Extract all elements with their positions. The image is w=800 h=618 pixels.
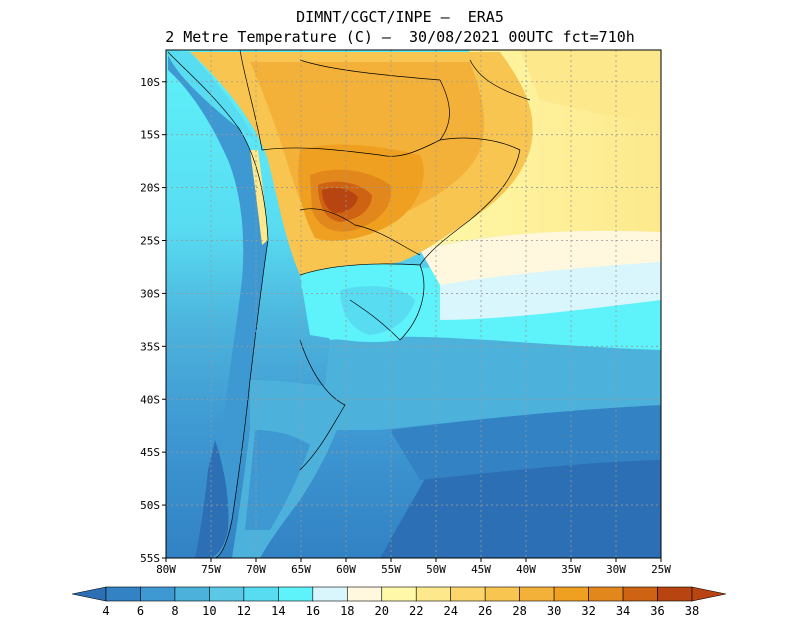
map-frame <box>165 49 662 559</box>
colorbar-level-label: 8 <box>171 604 178 618</box>
longitude-tick-label: 60W <box>336 563 356 576</box>
colorbar-swatch <box>105 586 141 602</box>
colorbar-swatch <box>243 586 279 602</box>
map-title-line-1: DIMNT/CGCT/INPE – ERA5 <box>296 8 504 26</box>
colorbar-level-label: 4 <box>102 604 109 618</box>
temperature-field <box>166 50 661 558</box>
colorbar-swatch <box>140 586 176 602</box>
colorbar-swatch <box>415 586 452 602</box>
map-title-line-2: 2 Metre Temperature (C) – 30/08/2021 00U… <box>165 28 635 46</box>
longitude-tick-label: 25W <box>651 563 671 576</box>
colorbar-level-label: 10 <box>202 604 216 618</box>
colorbar-level-label: 32 <box>581 604 595 618</box>
colorbar-level-label: 28 <box>512 604 526 618</box>
longitude-tick-label: 35W <box>561 563 581 576</box>
colorbar-swatch <box>174 586 210 602</box>
colorbar-swatch <box>484 586 520 602</box>
colorbar-level-label: 36 <box>650 604 664 618</box>
colorbar-level-label: 30 <box>547 604 561 618</box>
colorbar-left-arrow <box>71 586 107 602</box>
colorbar-swatch <box>450 586 486 602</box>
longitude-tick-label: 40W <box>516 563 536 576</box>
colorbar: 4 6 8 10 12 14 16 18 20 22 24 26 28 30 32 34 36 38 <box>71 586 727 618</box>
latitude-tick-label: 10S <box>140 76 160 89</box>
colorbar-level-label: 6 <box>137 604 144 618</box>
latitude-axis: 10S 15S 20S 25S 30S 35S 40S 45S 50S 55S <box>140 76 166 565</box>
latitude-tick-label: 45S <box>140 446 160 459</box>
colorbar-swatch <box>209 586 245 602</box>
longitude-tick-label: 30W <box>606 563 626 576</box>
latitude-tick-label: 25S <box>140 235 160 248</box>
colorbar-swatch <box>346 586 383 602</box>
longitude-tick-label: 75W <box>201 563 221 576</box>
colorbar-swatch <box>588 586 624 602</box>
longitude-tick-label: 65W <box>291 563 311 576</box>
colorbar-level-label: 16 <box>306 604 320 618</box>
latitude-tick-label: 20S <box>140 182 160 195</box>
colorbar-level-label: 26 <box>478 604 492 618</box>
colorbar-swatch <box>312 586 348 602</box>
colorbar-level-label: 20 <box>375 604 389 618</box>
colorbar-level-label: 14 <box>271 604 285 618</box>
colorbar-swatch <box>381 586 417 602</box>
colorbar-level-label: 38 <box>685 604 699 618</box>
colorbar-swatch <box>278 586 314 602</box>
colorbar-level-label: 22 <box>409 604 423 618</box>
longitude-tick-label: 80W <box>156 563 176 576</box>
latitude-tick-label: 55S <box>140 552 160 565</box>
colorbar-level-label: 18 <box>340 604 354 618</box>
colorbar-level-label: 34 <box>616 604 630 618</box>
latitude-tick-label: 15S <box>140 129 160 142</box>
longitude-tick-label: 50W <box>426 563 446 576</box>
longitude-tick-label: 55W <box>381 563 401 576</box>
longitude-tick-label: 45W <box>471 563 491 576</box>
longitude-tick-label: 70W <box>246 563 266 576</box>
latitude-tick-label: 35S <box>140 340 160 353</box>
latitude-tick-label: 30S <box>140 287 160 300</box>
colorbar-swatch <box>519 586 555 602</box>
colorbar-swatch <box>657 586 693 602</box>
colorbar-level-label: 12 <box>237 604 251 618</box>
latitude-tick-label: 40S <box>140 393 160 406</box>
colorbar-swatch <box>622 586 658 602</box>
colorbar-swatch <box>553 586 589 602</box>
latitude-tick-label: 50S <box>140 499 160 512</box>
colorbar-level-label: 24 <box>443 604 457 618</box>
longitude-axis: 80W 75W 70W 65W 60W 55W 50W 45W 40W 35W 30W 25W <box>156 558 671 576</box>
colorbar-right-arrow <box>691 586 727 602</box>
country-borders <box>167 50 531 558</box>
